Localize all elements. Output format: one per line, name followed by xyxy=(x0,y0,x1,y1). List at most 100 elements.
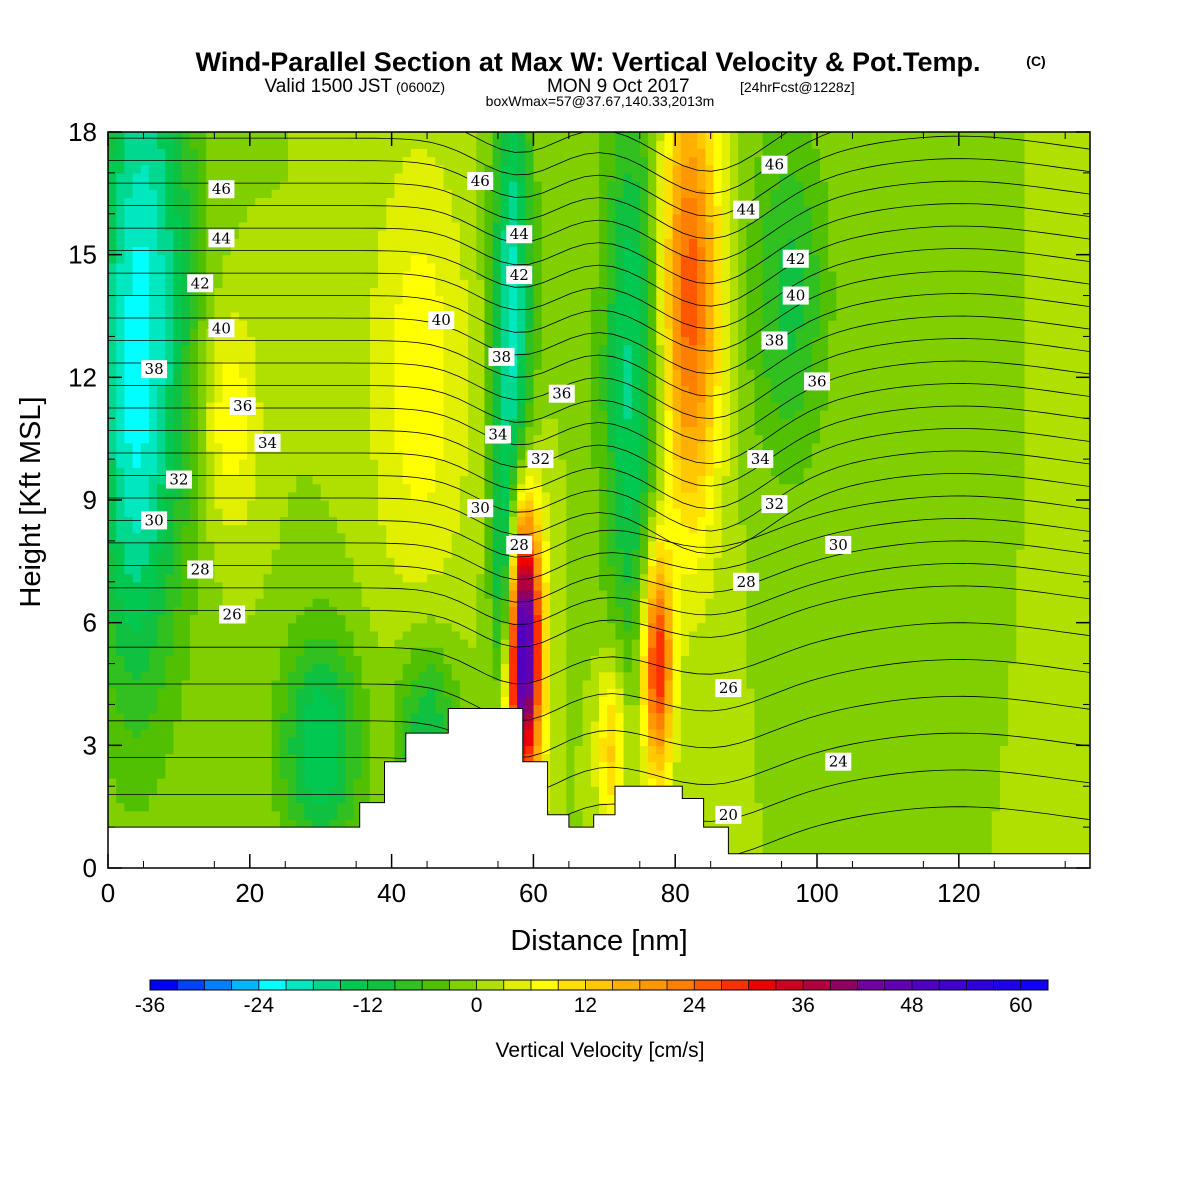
field-cell xyxy=(926,778,936,787)
field-cell xyxy=(762,704,772,714)
field-cell xyxy=(1016,589,1026,599)
field-cell xyxy=(230,671,240,681)
field-cell xyxy=(680,696,690,706)
field-cell xyxy=(901,565,911,575)
field-cell xyxy=(901,688,911,697)
field-cell xyxy=(705,622,715,632)
field-cell xyxy=(296,565,305,575)
field-cell xyxy=(132,802,142,812)
field-cell xyxy=(206,810,215,820)
field-cell xyxy=(541,663,551,673)
field-cell xyxy=(721,786,731,795)
field-cell xyxy=(885,712,895,722)
field-cell xyxy=(549,606,559,616)
field-cell xyxy=(680,573,690,583)
field-cell xyxy=(541,622,551,632)
field-cell xyxy=(566,549,576,558)
field-cell xyxy=(222,696,232,706)
field-cell xyxy=(967,745,977,755)
field-cell xyxy=(639,549,649,558)
field-cell xyxy=(230,540,240,550)
field-cell xyxy=(999,630,1009,640)
field-cell xyxy=(999,810,1009,820)
field-cell xyxy=(648,581,657,591)
field-cell xyxy=(934,745,944,755)
field-cell xyxy=(926,753,936,763)
field-cell xyxy=(828,679,837,689)
field-cell xyxy=(959,712,968,722)
field-cell xyxy=(664,614,674,624)
field-cell xyxy=(116,663,125,673)
field-cell xyxy=(959,737,968,746)
field-cell xyxy=(517,671,526,681)
field-cell xyxy=(1057,818,1067,828)
field-cell xyxy=(1024,810,1034,820)
field-cell xyxy=(549,745,559,755)
field-cell xyxy=(288,802,297,812)
field-cell xyxy=(1016,704,1026,714)
field-cell xyxy=(615,778,625,787)
field-cell xyxy=(1049,778,1058,787)
field-cell xyxy=(312,712,322,722)
field-cell xyxy=(664,679,674,689)
field-cell xyxy=(975,794,985,804)
field-cell xyxy=(1032,802,1042,812)
field-cell xyxy=(451,630,461,640)
field-cell xyxy=(860,532,870,542)
field-cell xyxy=(615,688,625,697)
field-cell xyxy=(607,606,616,616)
field-cell xyxy=(255,786,265,795)
field-cell xyxy=(271,802,281,812)
field-cell xyxy=(541,753,551,763)
field-cell xyxy=(1024,663,1034,673)
field-cell xyxy=(312,818,322,828)
field-cell xyxy=(427,557,436,567)
field-cell xyxy=(729,704,739,714)
field-cell xyxy=(206,778,215,787)
field-cell xyxy=(394,712,404,722)
field-cell xyxy=(656,696,666,706)
field-cell xyxy=(1081,720,1090,730)
field-cell xyxy=(754,679,764,689)
field-cell xyxy=(378,549,387,558)
field-cell xyxy=(361,549,371,558)
field-cell xyxy=(983,843,993,853)
field-cell xyxy=(672,712,682,722)
field-cell xyxy=(729,589,739,599)
field-cell xyxy=(697,786,706,795)
field-cell xyxy=(148,557,158,567)
field-cell xyxy=(656,688,666,697)
field-cell xyxy=(729,728,739,738)
field-cell xyxy=(795,720,805,730)
field-cell xyxy=(746,630,756,640)
field-cell xyxy=(369,794,379,804)
field-cell xyxy=(296,688,305,697)
field-cell xyxy=(189,802,199,812)
field-cell xyxy=(819,549,829,558)
field-cell xyxy=(410,630,420,640)
field-cell xyxy=(345,655,355,665)
field-cell xyxy=(705,581,715,591)
field-cell xyxy=(762,737,772,746)
field-cell xyxy=(615,696,625,706)
field-cell xyxy=(1081,794,1090,804)
field-cell xyxy=(582,802,592,812)
field-cell xyxy=(746,606,756,616)
field-cell xyxy=(206,745,215,755)
field-cell xyxy=(361,745,371,755)
field-cell xyxy=(590,753,600,763)
field-cell xyxy=(247,786,256,795)
field-cell xyxy=(648,704,657,714)
field-cell xyxy=(222,818,232,828)
field-cell xyxy=(508,557,518,567)
field-cell xyxy=(296,581,305,591)
field-cell xyxy=(689,581,698,591)
field-cell xyxy=(705,794,715,804)
field-cell xyxy=(312,794,322,804)
field-cell xyxy=(631,761,641,771)
field-cell xyxy=(713,557,723,567)
field-cell xyxy=(926,557,936,567)
field-cell xyxy=(255,540,265,550)
field-cell xyxy=(222,737,232,746)
field-cell xyxy=(1024,802,1034,812)
